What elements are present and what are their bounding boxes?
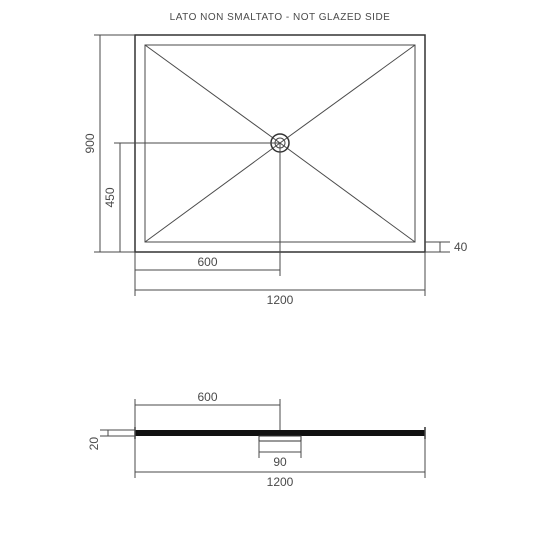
side-profile <box>135 430 425 436</box>
dim-label: 40 <box>454 240 468 254</box>
dim-label: 90 <box>273 455 287 469</box>
dim-label: 900 <box>83 133 97 153</box>
plan-title: LATO NON SMALTATO - NOT GLAZED SIDE <box>170 12 391 23</box>
dim-label: 600 <box>197 390 217 404</box>
dim-label: 600 <box>197 255 217 269</box>
dim-label: 1200 <box>267 293 294 307</box>
dim-label: 450 <box>103 187 117 207</box>
side-drain <box>259 436 301 441</box>
dim-label: 20 <box>87 437 101 451</box>
dim-label: 1200 <box>267 475 294 489</box>
